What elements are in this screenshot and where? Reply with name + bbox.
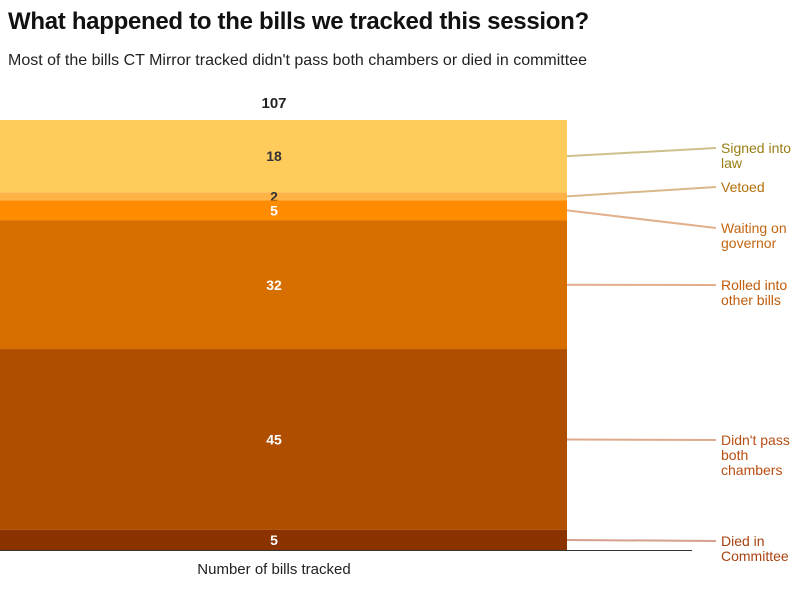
chart-title: What happened to the bills we tracked th… (8, 8, 589, 35)
leader-line (566, 538, 717, 542)
leader-line (566, 209, 717, 229)
series-label-line: both (721, 447, 748, 463)
total-label: 107 (261, 95, 286, 112)
data-label: 45 (266, 431, 282, 447)
series-label: Didn't pass both chambers (721, 432, 790, 478)
series-label-line: governor (721, 235, 777, 251)
leader-line (566, 438, 717, 441)
series-label-line: Vetoed (721, 179, 765, 195)
data-label: 18 (266, 148, 282, 164)
chart-subtitle: Most of the bills CT Mirror tracked didn… (8, 52, 587, 69)
bar-segment-1 (0, 192, 567, 201)
data-label: 32 (266, 277, 282, 293)
bar-segment-2 (0, 200, 567, 221)
bar-segment-3 (0, 220, 567, 350)
series-label-line: Waiting on (721, 220, 787, 236)
series-label: Rolled into other bills (721, 277, 787, 308)
series-label: Vetoed (721, 179, 765, 195)
bar-segment-4 (0, 349, 567, 530)
bar-segment-0 (0, 120, 567, 193)
x-axis-label: Number of bills tracked (197, 561, 350, 578)
series-label: Died in Committee (721, 533, 789, 564)
series-label-line: Died in (721, 533, 765, 549)
series-label-line: chambers (721, 462, 782, 478)
series-label-line: law (721, 155, 743, 171)
series-label: Waiting on governor (721, 220, 787, 251)
data-label: 2 (270, 188, 278, 204)
bar-segment-5 (0, 529, 567, 550)
series-label-line: Rolled into (721, 277, 787, 293)
series-label-line: Signed into (721, 140, 791, 156)
series-label-line: other bills (721, 292, 781, 308)
data-label: 5 (270, 202, 278, 218)
series-label-line: Committee (721, 548, 789, 564)
series-label-line: Didn't pass (721, 432, 790, 448)
series-label: Signed into law (721, 140, 791, 171)
data-label: 5 (270, 532, 278, 548)
leader-line (566, 186, 717, 198)
leader-line (566, 147, 717, 158)
